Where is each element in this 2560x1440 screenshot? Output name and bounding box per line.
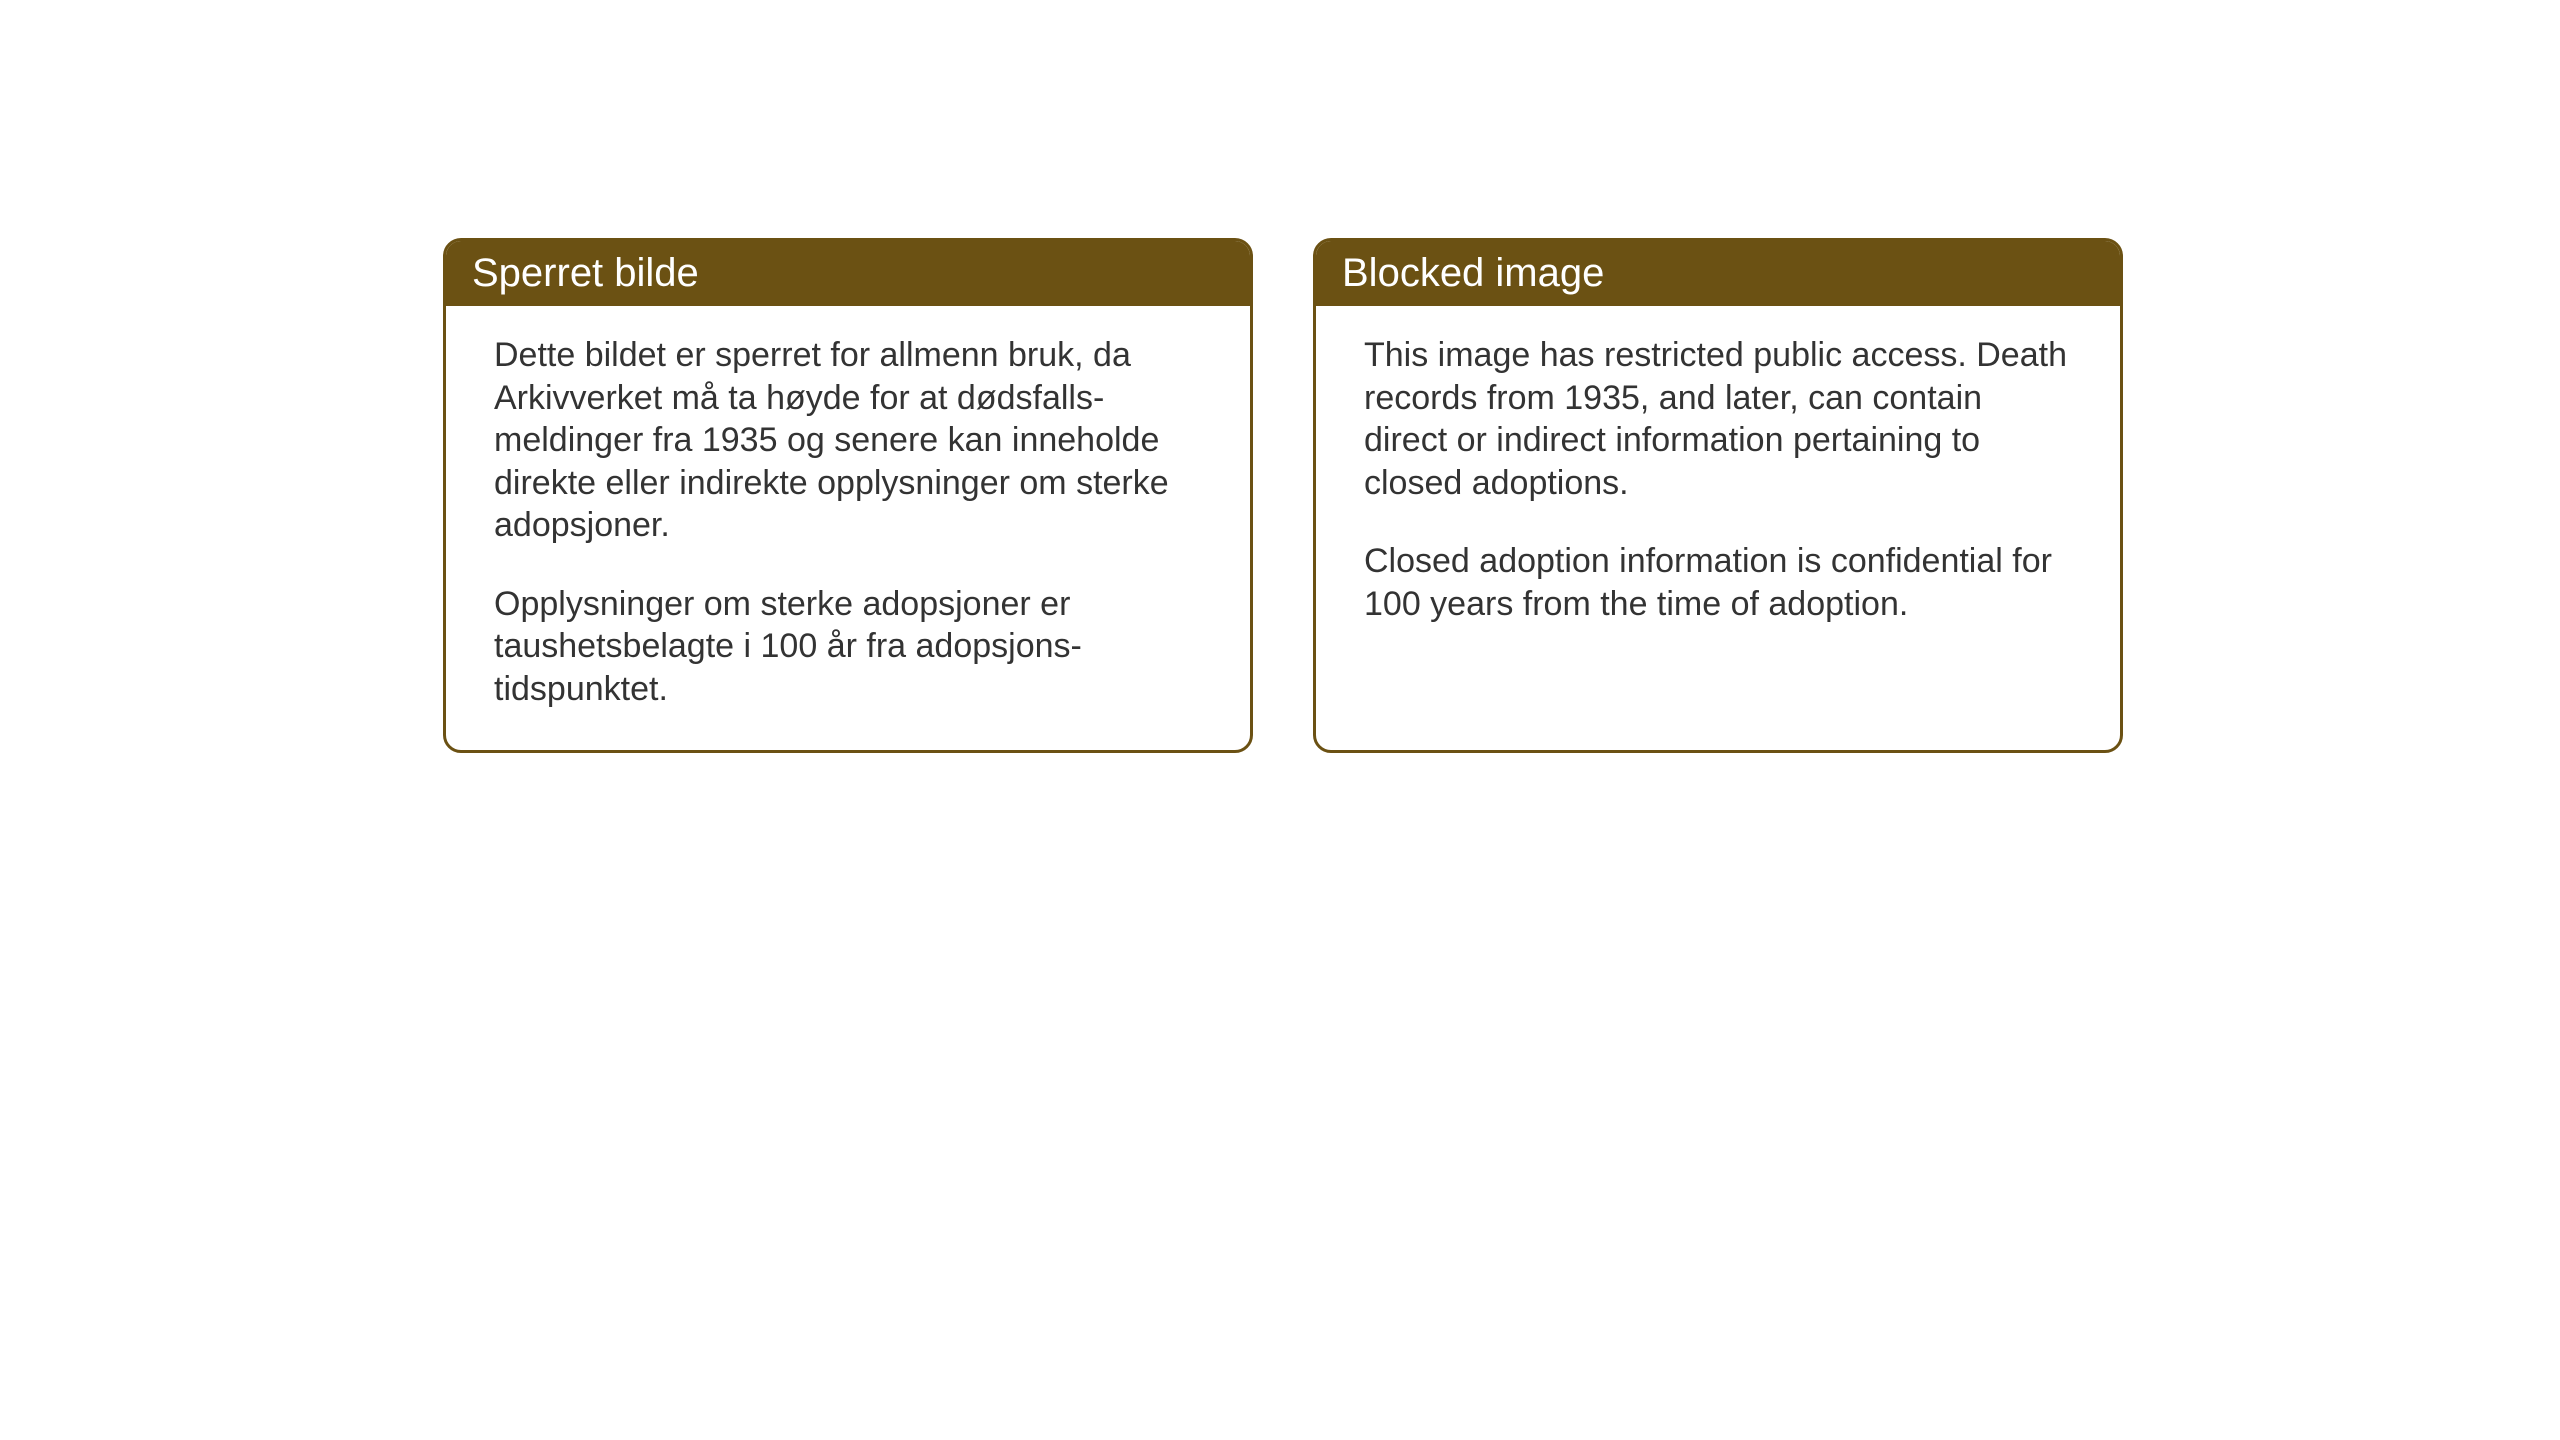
card-header-english: Blocked image <box>1316 241 2120 306</box>
notice-card-english: Blocked image This image has restricted … <box>1313 238 2123 753</box>
card-body-norwegian: Dette bildet er sperret for allmenn bruk… <box>446 306 1250 750</box>
card-paragraph-1-english: This image has restricted public access.… <box>1364 334 2072 504</box>
card-paragraph-2-norwegian: Opplysninger om sterke adopsjoner er tau… <box>494 583 1202 711</box>
card-header-norwegian: Sperret bilde <box>446 241 1250 306</box>
card-paragraph-2-english: Closed adoption information is confident… <box>1364 540 2072 625</box>
notice-cards-container: Sperret bilde Dette bildet er sperret fo… <box>443 238 2123 753</box>
card-title-english: Blocked image <box>1342 251 1604 295</box>
card-body-english: This image has restricted public access.… <box>1316 306 2120 665</box>
card-title-norwegian: Sperret bilde <box>472 251 699 295</box>
notice-card-norwegian: Sperret bilde Dette bildet er sperret fo… <box>443 238 1253 753</box>
card-paragraph-1-norwegian: Dette bildet er sperret for allmenn bruk… <box>494 334 1202 547</box>
